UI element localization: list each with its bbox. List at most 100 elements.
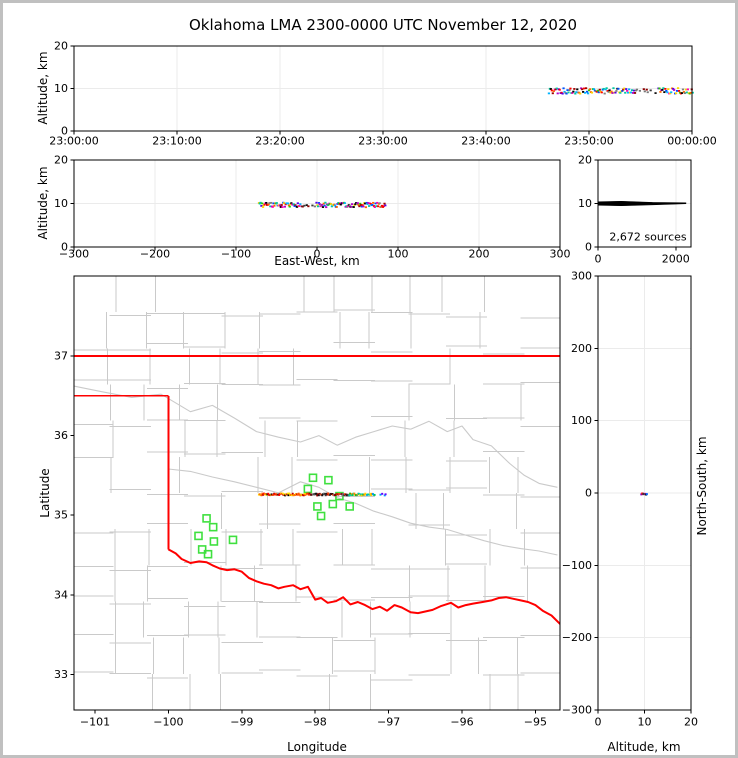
time-height-sources (547, 87, 694, 95)
source-point (676, 87, 680, 90)
tick-label: 37 (54, 350, 68, 363)
source-point (563, 90, 566, 93)
river-canadian (168, 468, 558, 556)
source-point (552, 90, 555, 93)
lma-stations (194, 473, 354, 559)
source-point (279, 206, 282, 208)
source-point (561, 92, 564, 95)
source-point (351, 203, 354, 206)
source-point (296, 202, 299, 205)
source-point (384, 204, 387, 207)
source-point (675, 92, 678, 95)
tick-label: −100 (221, 248, 251, 261)
source-point (261, 202, 264, 205)
tick-label: 33 (54, 668, 68, 681)
source-point (272, 493, 275, 496)
source-point (682, 91, 686, 93)
source-point (284, 203, 287, 206)
tick-label: 0 (585, 241, 592, 254)
source-point (562, 87, 565, 90)
source-point (372, 201, 375, 204)
source-point (573, 88, 576, 90)
source-point (294, 204, 297, 207)
tick-label: −97 (377, 716, 400, 729)
lma-station-marker (197, 545, 207, 554)
source-point (363, 493, 366, 496)
tick-label: 2000 (662, 253, 690, 266)
source-point (357, 204, 360, 206)
lma-station-marker (328, 499, 338, 509)
source-point (288, 492, 291, 495)
tick-label: −101 (80, 716, 110, 729)
source-point (673, 89, 676, 91)
source-point (282, 202, 286, 205)
source-point (319, 205, 322, 208)
tick-label: 36 (54, 429, 68, 442)
source-point (569, 87, 572, 90)
source-point (326, 493, 329, 496)
source-point (583, 87, 586, 90)
source-point (675, 89, 679, 92)
source-point (555, 87, 558, 90)
source-point (684, 88, 687, 91)
source-point (680, 92, 684, 94)
source-point (556, 92, 559, 95)
source-point (566, 89, 569, 91)
source-point (645, 493, 648, 496)
tick-label: 10 (54, 197, 68, 210)
lma-station-marker (203, 549, 213, 559)
tick-label: 10 (54, 82, 68, 95)
source-point (659, 90, 662, 93)
source-point (585, 90, 589, 93)
source-point (549, 88, 552, 90)
tick-label: 0 (595, 253, 602, 266)
source-point (273, 204, 276, 207)
source-point (597, 91, 600, 94)
source-point (354, 203, 357, 206)
source-point (630, 89, 634, 92)
source-point (584, 87, 588, 90)
source-point (287, 494, 290, 497)
source-point (646, 91, 649, 94)
source-point (336, 203, 339, 205)
source-point (382, 205, 385, 208)
source-point (373, 493, 376, 496)
source-point (654, 92, 657, 95)
source-point (278, 204, 282, 207)
source-point (267, 203, 270, 206)
source-point (286, 492, 289, 495)
source-point (318, 203, 321, 205)
source-point (272, 202, 275, 205)
source-point (287, 204, 291, 207)
source-point (575, 91, 578, 94)
source-point (383, 494, 386, 497)
lma-station-marker (308, 473, 318, 483)
source-point (567, 91, 570, 94)
source-point (275, 202, 278, 204)
tick-label: 34 (54, 588, 68, 601)
source-point (290, 494, 293, 497)
source-point (645, 88, 648, 91)
source-point (623, 87, 626, 90)
tick-label: 20 (684, 716, 698, 729)
source-point (360, 494, 363, 497)
source-point (582, 90, 585, 93)
ew-panel-xlabel: East-West, km (274, 254, 360, 268)
source-point (324, 494, 327, 497)
time-panel-ylabel: Altitude, km (36, 51, 50, 125)
source-point (373, 206, 376, 208)
tick-label: 200 (469, 248, 490, 261)
source-point (378, 202, 381, 205)
source-point (295, 206, 299, 208)
ns-panel-xticks (597, 710, 692, 714)
tick-label: −100 (562, 559, 592, 572)
source-point (612, 87, 615, 90)
source-point (269, 205, 272, 208)
lma-station-marker (209, 537, 219, 546)
source-point (330, 205, 333, 208)
tick-label: 00:00:00 (667, 135, 716, 148)
source-point (263, 203, 266, 206)
figure-title: Oklahoma LMA 2300-0000 UTC November 12, … (188, 16, 578, 34)
source-point (317, 202, 321, 204)
